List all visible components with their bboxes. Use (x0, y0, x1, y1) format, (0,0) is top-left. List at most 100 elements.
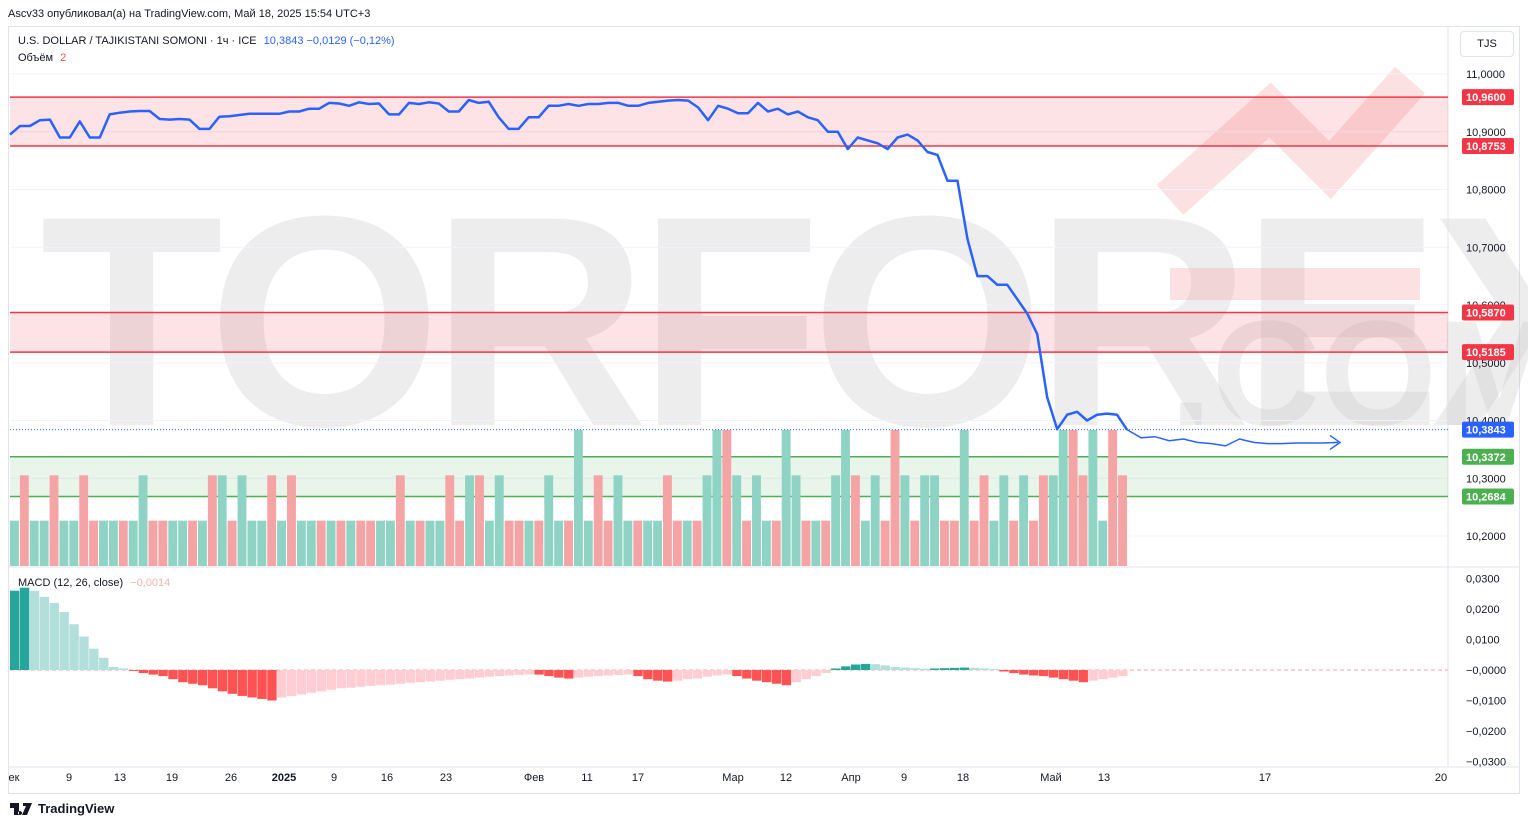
volume-bar (870, 475, 880, 566)
time-tick-label: 12 (780, 772, 792, 784)
volume-bar (10, 520, 19, 566)
macd-bar (316, 670, 327, 692)
macd-bar (722, 670, 732, 675)
symbol-legend[interactable]: U.S. DOLLAR / TAJIKISTANI SOMONI · 1ч · … (18, 35, 395, 47)
volume-bar (791, 475, 801, 566)
macd-bar (385, 670, 396, 685)
macd-bar (524, 670, 534, 675)
time-tick-label: 17 (1259, 772, 1271, 784)
macd-bar (1038, 670, 1049, 677)
tradingview-logo-icon (10, 802, 32, 815)
macd-bar (10, 590, 20, 670)
macd-bar (544, 670, 554, 677)
volume-bar (59, 520, 69, 566)
time-tick-label: 20 (1435, 772, 1447, 784)
macd-bar (1068, 670, 1079, 681)
price-tick-label: 10,2000 (1466, 531, 1506, 543)
volume-bar (534, 520, 544, 566)
time-tick-label: 9 (331, 772, 337, 784)
macd-bar (79, 636, 89, 670)
time-tick-label: 23 (440, 772, 452, 784)
volume-bar (890, 430, 900, 566)
time-tick-label: 9 (901, 772, 907, 784)
macd-legend[interactable]: MACD (12, 26, close) −0,0014 (18, 577, 170, 589)
macd-bar (197, 670, 208, 686)
volume-bar (1038, 475, 1048, 566)
macd-bar (59, 612, 69, 670)
volume-legend[interactable]: Объём 2 (18, 52, 66, 64)
volume-bar (682, 520, 692, 566)
level-label-text: 10,8753 (1466, 141, 1506, 153)
volume-bar (910, 520, 920, 566)
time-tick-label: 18 (957, 772, 969, 784)
macd-tick-label: −0,0100 (1466, 696, 1506, 708)
macd-bar (326, 670, 336, 690)
level-label-text: 10,5185 (1466, 347, 1506, 359)
macd-bar (89, 648, 99, 670)
volume-bar (999, 475, 1009, 566)
level-label-text: 10,3372 (1466, 452, 1506, 464)
volume-bar (296, 520, 306, 566)
resistance-zone (10, 312, 1448, 353)
time-tick-label: 13 (1098, 772, 1110, 784)
volume-bar (197, 520, 207, 566)
volume-bar (850, 475, 860, 566)
macd-bar (860, 663, 871, 670)
macd-bar (534, 670, 544, 675)
macd-bar (108, 666, 119, 670)
time-tick-label: 17 (632, 772, 644, 784)
macd-bar (930, 668, 940, 670)
volume-bar (989, 520, 999, 566)
volume-bar (831, 475, 841, 566)
macd-bar (761, 670, 772, 683)
macd-bar (1078, 670, 1088, 683)
price-line (9, 98, 1129, 431)
macd-bar (910, 668, 920, 670)
macd-bar (158, 670, 168, 677)
macd-bar (653, 670, 663, 681)
volume-bar (1048, 475, 1058, 566)
level-label-text: 10,2684 (1466, 491, 1507, 503)
macd-bar (148, 670, 158, 675)
macd-label: MACD (12, 26, close) (18, 577, 124, 589)
volume-bar (623, 520, 633, 566)
macd-bar (336, 670, 346, 689)
volume-bar (494, 475, 504, 566)
macd-bar (138, 670, 149, 674)
macd-bar (583, 670, 594, 677)
macd-bar (455, 670, 465, 680)
volume-bar (1019, 475, 1029, 566)
price-tick-label: 10,9000 (1466, 127, 1506, 139)
time-tick-label: Май (1040, 772, 1062, 784)
macd-bar (801, 670, 811, 680)
macd-bar (850, 664, 861, 670)
macd-bar (742, 670, 752, 679)
level-label-box (1462, 344, 1514, 361)
volume-bar (356, 520, 366, 566)
macd-bar (306, 670, 317, 693)
volume-bar (514, 520, 524, 566)
volume-bar (445, 475, 455, 566)
volume-bar (128, 520, 138, 566)
macd-bar (1098, 670, 1108, 680)
currency-button[interactable]: TJS (1460, 31, 1514, 57)
volume-bar (544, 475, 554, 566)
volume-bar (425, 520, 435, 566)
time-tick-label: 9 (66, 772, 72, 784)
macd-bar (603, 670, 614, 676)
volume-bar (593, 475, 603, 566)
time-tick-label: 19 (166, 772, 178, 784)
volume-bar (752, 475, 761, 566)
volume-bar (19, 475, 29, 566)
watermark-bar (1170, 268, 1420, 300)
macd-bar (623, 670, 633, 675)
level-label-text: 10,3843 (1466, 425, 1506, 437)
volume-bar (336, 520, 346, 566)
volume-bar (722, 430, 732, 566)
macd-bar (1058, 670, 1069, 680)
macd-bar (296, 670, 307, 695)
volume-bar (475, 475, 484, 566)
macd-bar (188, 670, 198, 684)
volume-bar (1088, 430, 1098, 566)
